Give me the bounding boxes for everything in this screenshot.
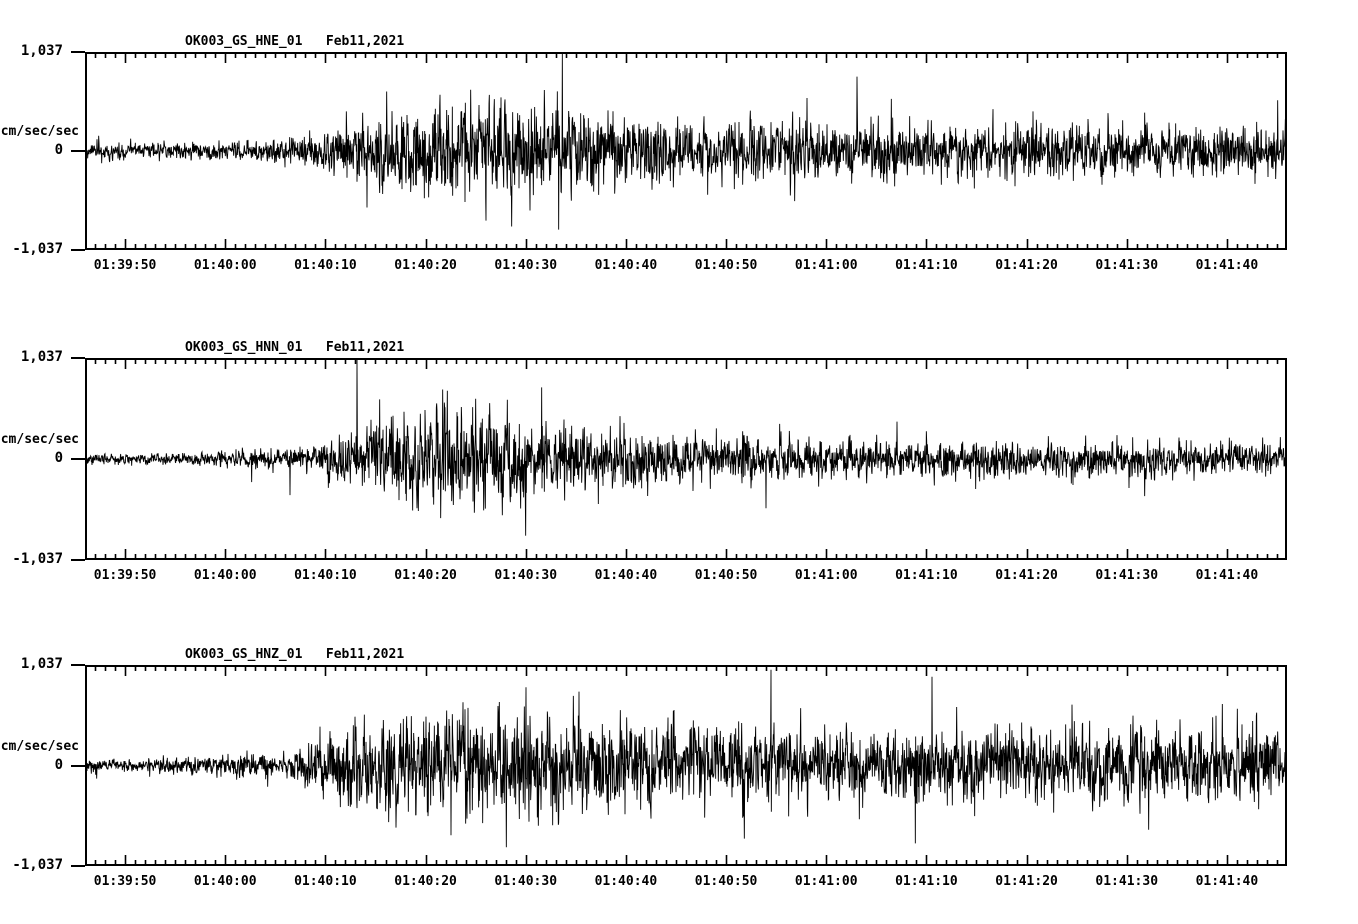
xtick-label-hnn-0: 01:39:50 [93, 568, 157, 583]
xtick-label-hne-2: 01:40:10 [294, 258, 357, 273]
yaxis-unit-label-hne: cm/sec/sec [0, 124, 79, 139]
ytick-label-hne-1: 0 [54, 142, 63, 158]
xtick-label-hnn-9: 01:41:20 [995, 568, 1058, 583]
xtick-label-hnz-6: 01:40:50 [694, 874, 758, 889]
xtick-label-hne-7: 01:41:00 [794, 258, 858, 273]
xtick-label-hnn-10: 01:41:30 [1095, 568, 1159, 583]
waveform-trace-hnn [85, 358, 1287, 560]
waveform-trace-hnz [85, 665, 1287, 866]
waveform-line-hnn [85, 358, 1287, 536]
ytick-mark-hne-2 [71, 249, 85, 251]
ytick-label-hnn-0: 1,037 [20, 349, 63, 365]
ytick-label-hnn-1: 0 [54, 450, 63, 466]
ytick-label-hne-0: 1,037 [20, 43, 63, 59]
ytick-label-hne-2: -1,037 [12, 241, 63, 257]
xtick-label-hnn-6: 01:40:50 [694, 568, 758, 583]
xaxis-tick-marks-hne [85, 52, 1287, 250]
xtick-label-hnz-0: 01:39:50 [93, 874, 157, 889]
xtick-label-hnz-2: 01:40:10 [294, 874, 357, 889]
xtick-label-hne-6: 01:40:50 [694, 258, 758, 273]
xtick-label-hnn-7: 01:41:00 [794, 568, 858, 583]
xaxis-tick-marks-hnn [85, 358, 1287, 560]
yaxis-unit-label-hnn: cm/sec/sec [0, 432, 79, 447]
xtick-label-hne-3: 01:40:20 [394, 258, 457, 273]
xtick-label-hnz-9: 01:41:20 [995, 874, 1058, 889]
xtick-label-hnz-7: 01:41:00 [794, 874, 858, 889]
xtick-label-hnn-1: 01:40:00 [193, 568, 257, 583]
ytick-mark-hnz-0 [71, 664, 85, 666]
ytick-mark-hne-0 [71, 51, 85, 53]
ytick-mark-hnz-2 [71, 865, 85, 867]
yaxis-unit-label-hnz: cm/sec/sec [0, 738, 79, 754]
waveform-line-hnz [85, 669, 1287, 848]
ytick-mark-hne-1 [71, 150, 85, 152]
ytick-mark-hnn-1 [71, 458, 85, 460]
xtick-label-hne-1: 01:40:00 [193, 258, 257, 273]
ytick-label-hnz-0: 1,037 [20, 656, 63, 672]
panel-title-hnn: OK003_GS_HNN_01 Feb11,2021 [185, 340, 405, 355]
ytick-mark-hnn-2 [71, 559, 85, 561]
xtick-label-hne-9: 01:41:20 [995, 258, 1058, 273]
xtick-label-hne-8: 01:41:10 [895, 258, 958, 273]
ytick-label-hnn-2: -1,037 [12, 551, 63, 567]
panel-title-hne: OK003_GS_HNE_01 Feb11,2021 [185, 34, 405, 49]
xaxis-tick-marks-hnz [85, 665, 1287, 866]
xtick-label-hnn-3: 01:40:20 [394, 568, 457, 583]
xtick-label-hnn-5: 01:40:40 [594, 568, 658, 583]
waveform-line-hne [85, 52, 1287, 230]
xtick-label-hnz-3: 01:40:20 [394, 874, 457, 889]
xtick-label-hnn-11: 01:41:40 [1195, 568, 1259, 583]
xtick-label-hnn-8: 01:41:10 [895, 568, 958, 583]
xtick-label-hne-0: 01:39:50 [93, 258, 157, 273]
xtick-label-hnz-11: 01:41:40 [1195, 874, 1259, 889]
xtick-label-hnz-1: 01:40:00 [193, 874, 257, 889]
xtick-label-hnz-8: 01:41:10 [895, 874, 958, 889]
xtick-label-hne-11: 01:41:40 [1195, 258, 1259, 273]
xtick-label-hne-5: 01:40:40 [594, 258, 658, 273]
xtick-label-hnn-2: 01:40:10 [294, 568, 357, 583]
xtick-label-hnz-5: 01:40:40 [594, 874, 658, 889]
ytick-mark-hnn-0 [71, 357, 85, 359]
ytick-label-hnz-2: -1,037 [12, 857, 63, 873]
ytick-label-hnz-1: 0 [54, 756, 63, 773]
xtick-label-hne-4: 01:40:30 [494, 258, 558, 273]
xtick-label-hnn-4: 01:40:30 [494, 568, 558, 583]
panel-title-hnz: OK003_GS_HNZ_01 Feb11,2021 [185, 647, 405, 662]
ytick-mark-hnz-1 [71, 764, 85, 767]
xtick-label-hnz-10: 01:41:30 [1095, 874, 1159, 889]
xtick-label-hnz-4: 01:40:30 [494, 874, 558, 889]
waveform-trace-hne [85, 52, 1287, 250]
xtick-label-hne-10: 01:41:30 [1095, 258, 1159, 273]
